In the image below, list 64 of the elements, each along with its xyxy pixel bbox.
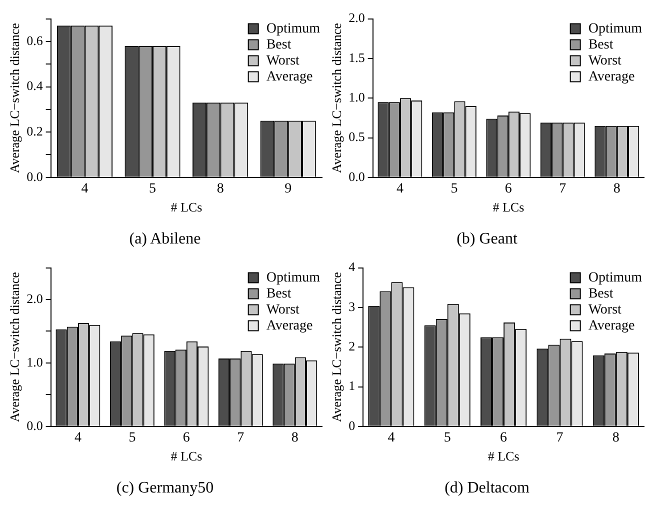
legend-label: Average bbox=[588, 318, 635, 334]
y-tick-label: 2.0 bbox=[26, 290, 43, 306]
legend-label: Worst bbox=[266, 302, 300, 318]
y-axis-title: Average LC−switch distance bbox=[329, 22, 344, 174]
y-tick-label: 0.5 bbox=[348, 129, 365, 144]
legend-label: Best bbox=[588, 37, 614, 52]
legend-label: Optimum bbox=[588, 270, 642, 286]
legend-label: Best bbox=[266, 37, 292, 52]
y-tick-label: 4 bbox=[348, 259, 356, 274]
y-tick-label: 0.0 bbox=[26, 418, 43, 433]
x-tick-label: 9 bbox=[284, 181, 292, 196]
legend-label: Best bbox=[266, 286, 292, 302]
x-tick-label: 6 bbox=[500, 430, 508, 446]
x-tick-label: 8 bbox=[291, 430, 298, 446]
legend-label: Worst bbox=[266, 53, 300, 68]
y-tick-label: 2 bbox=[348, 338, 356, 354]
y-tick-label: 0.2 bbox=[26, 124, 43, 139]
y-axis-title: Average LC−switch distance bbox=[329, 272, 344, 422]
x-tick-label: 7 bbox=[559, 181, 566, 196]
y-tick-label: 1.0 bbox=[348, 90, 365, 105]
x-axis-title: # LCs bbox=[170, 448, 202, 464]
x-tick-label: 8 bbox=[612, 430, 620, 446]
y-tick-label: 1 bbox=[348, 378, 356, 394]
x-tick-label: 8 bbox=[216, 181, 224, 196]
x-tick-label: 5 bbox=[149, 181, 156, 196]
x-tick-label: 6 bbox=[504, 181, 512, 196]
legend-label: Average bbox=[266, 318, 313, 334]
text: (d) Deltacom bbox=[444, 480, 530, 497]
x-tick-label: 7 bbox=[556, 430, 564, 446]
text: (c) Germany50 bbox=[116, 480, 214, 497]
x-tick-label: 4 bbox=[81, 181, 88, 196]
x-axis-title: # LCs bbox=[170, 199, 202, 214]
legend-label: Optimum bbox=[588, 21, 642, 36]
y-tick-label: 2.0 bbox=[348, 10, 365, 26]
y-tick-label: 0.4 bbox=[26, 78, 44, 94]
x-tick-label: 4 bbox=[74, 430, 82, 446]
text: (a) Abilene bbox=[129, 230, 201, 248]
y-tick-label: 1.0 bbox=[26, 354, 43, 370]
y-tick-label: 3 bbox=[348, 298, 356, 314]
y-axis-title: Average LC−switch distance bbox=[7, 22, 22, 174]
text: (b) Geant bbox=[456, 230, 518, 248]
x-axis-title: # LCs bbox=[492, 199, 524, 214]
y-tick-label: 0.0 bbox=[26, 168, 43, 184]
legend-label: Best bbox=[588, 286, 614, 302]
x-tick-label: 4 bbox=[388, 430, 395, 446]
x-tick-label: 5 bbox=[444, 430, 451, 446]
legend-label: Optimum bbox=[266, 21, 320, 36]
legend-label: Average bbox=[266, 69, 313, 84]
y-axis-title: Average LC−switch distance bbox=[7, 272, 22, 422]
x-axis-title: # LCs bbox=[488, 448, 520, 464]
x-tick-label: 6 bbox=[182, 430, 190, 446]
x-tick-label: 8 bbox=[613, 181, 620, 196]
legend-label: Optimum bbox=[266, 270, 320, 286]
legend-label: Average bbox=[588, 69, 635, 84]
x-tick-label: 5 bbox=[128, 430, 136, 446]
x-tick-label: 4 bbox=[396, 181, 404, 196]
legend-label: Worst bbox=[588, 53, 622, 68]
y-tick-label: 0.0 bbox=[348, 168, 365, 184]
y-tick-label: 1.5 bbox=[348, 50, 365, 65]
x-tick-label: 5 bbox=[450, 181, 458, 196]
y-tick-label: 0.6 bbox=[26, 32, 44, 48]
legend-label: Worst bbox=[588, 302, 622, 318]
x-tick-label: 7 bbox=[237, 430, 244, 446]
y-tick-label: 0 bbox=[348, 418, 356, 433]
